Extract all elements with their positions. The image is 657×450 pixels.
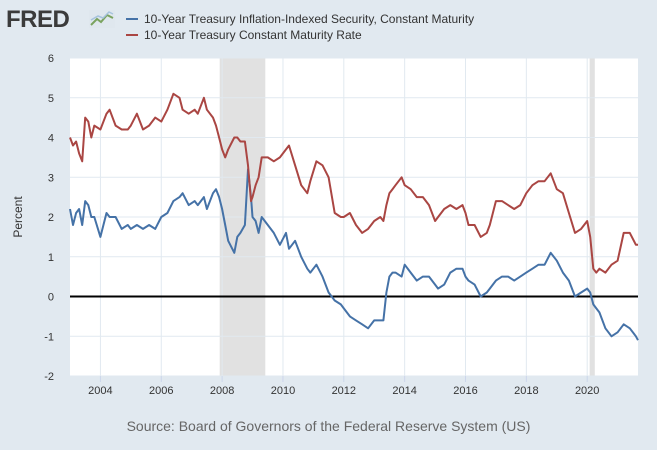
fred-logo[interactable]: FRED	[6, 6, 70, 33]
series-layer	[69, 92, 639, 341]
y-tick-label: -2	[44, 371, 54, 383]
x-tick-label: 2020	[575, 385, 599, 397]
legend-item-tips[interactable]: 10-Year Treasury Inflation-Indexed Secur…	[126, 12, 474, 26]
series-line-0	[69, 168, 639, 341]
source-note: Source: Board of Governors of the Federa…	[126, 418, 531, 434]
y-axis-ticks: -2 -1 0 1 2 3 4 5 6	[44, 53, 54, 383]
y-tick-label: 6	[48, 53, 54, 65]
x-tick-label: 2014	[392, 385, 416, 397]
x-tick-label: 2018	[514, 385, 538, 397]
legend-label-tips: 10-Year Treasury Inflation-Indexed Secur…	[144, 12, 475, 26]
y-tick-label: 4	[48, 133, 54, 145]
y-tick-label: 1	[48, 252, 54, 264]
y-axis-title: Percent	[11, 196, 25, 238]
y-tick-label: 3	[48, 172, 54, 184]
x-tick-label: 2016	[453, 385, 477, 397]
x-tick-label: 2008	[210, 385, 234, 397]
x-tick-label: 2010	[271, 385, 295, 397]
gridlines	[70, 57, 638, 377]
x-tick-label: 2006	[149, 385, 173, 397]
legend-item-10y[interactable]: 10-Year Treasury Constant Maturity Rate	[126, 28, 362, 42]
legend-swatch-10y	[126, 34, 138, 36]
y-tick-label: 2	[48, 212, 54, 224]
legend-swatch-tips	[126, 18, 138, 20]
y-tick-label: 5	[48, 93, 54, 105]
x-tick-label: 2004	[88, 385, 112, 397]
y-tick-label: -1	[44, 331, 54, 343]
chart-line-icon	[89, 10, 115, 28]
series-line-1	[69, 92, 638, 274]
legend-label-10y: 10-Year Treasury Constant Maturity Rate	[144, 28, 362, 42]
x-axis-ticks: 2004 2006 2008 2010 2012 2014 2016 2018 2020	[88, 376, 599, 397]
plot-area	[69, 57, 639, 377]
y-tick-label: 0	[48, 292, 54, 304]
x-tick-label: 2012	[332, 385, 356, 397]
